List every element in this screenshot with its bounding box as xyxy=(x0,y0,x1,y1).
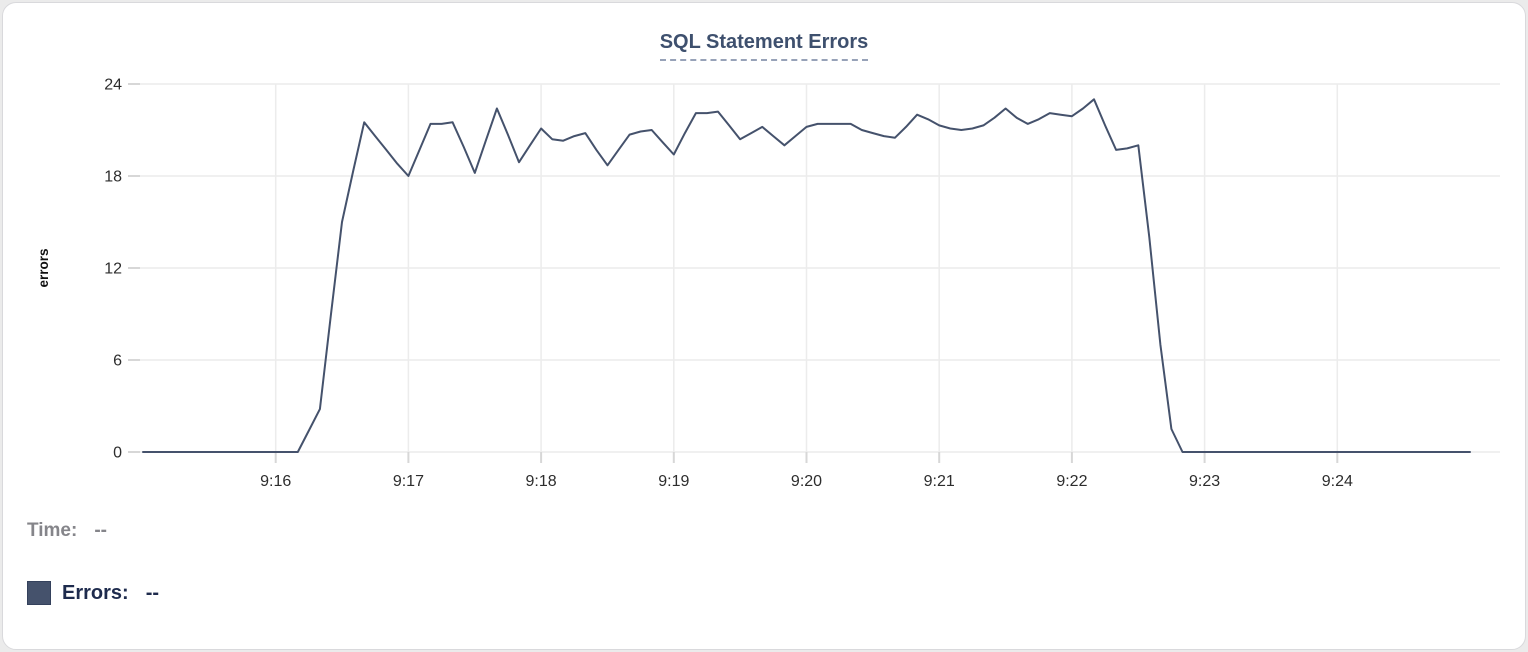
tooltip-time-row: Time: -- xyxy=(27,520,107,542)
y-tick-label: 24 xyxy=(104,77,122,94)
chart-title[interactable]: SQL Statement Errors xyxy=(659,31,869,61)
tooltip-errors-label: Errors: xyxy=(62,581,129,604)
y-tick-label: 0 xyxy=(113,445,122,462)
x-tick-label: 9:18 xyxy=(526,473,557,490)
errors-series-line[interactable] xyxy=(142,98,1471,453)
y-tick-label: 6 xyxy=(113,353,122,370)
x-tick-label: 9:16 xyxy=(260,473,291,490)
x-tick-label: 9:23 xyxy=(1189,473,1220,490)
y-tick-label: 18 xyxy=(104,169,122,186)
x-tick-label: 9:22 xyxy=(1056,473,1087,490)
tooltip-time-label: Time: xyxy=(27,520,78,541)
y-tick-label: 12 xyxy=(104,261,122,278)
tooltip-errors-value: -- xyxy=(145,581,160,604)
tooltip-errors-row: Errors: -- xyxy=(27,581,159,605)
errors-series-swatch xyxy=(27,581,51,605)
x-tick-label: 9:24 xyxy=(1322,473,1353,490)
x-tick-label: 9:20 xyxy=(791,473,822,490)
x-tick-label: 9:17 xyxy=(393,473,424,490)
tooltip-time-value: -- xyxy=(94,520,107,541)
x-tick-label: 9:19 xyxy=(658,473,689,490)
errors-line-chart[interactable]: 0 6 12 18 24 9:16 9:17 9:18 9:19 9:20 9:21 9:22 9:23… xyxy=(2,2,1526,500)
y-axis-title: errors xyxy=(36,248,51,287)
chart-title-wrap: SQL Statement Errors xyxy=(3,31,1525,61)
x-tick-label: 9:21 xyxy=(924,473,955,490)
